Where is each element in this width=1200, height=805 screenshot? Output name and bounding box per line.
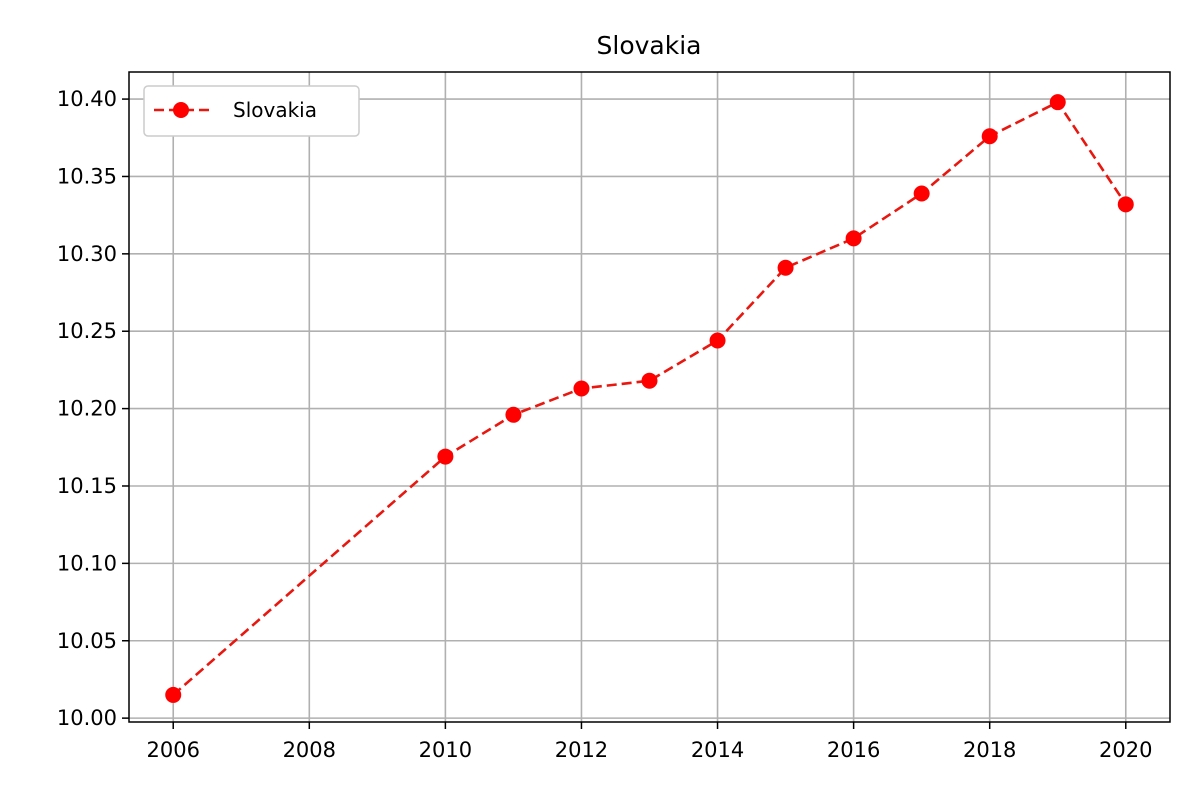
y-tick-label: 10.25 <box>57 319 117 343</box>
x-tick-label: 2014 <box>691 738 744 762</box>
data-point <box>913 185 930 202</box>
data-point <box>1117 196 1134 213</box>
series-line-0 <box>172 100 1127 696</box>
x-tick-label: 2018 <box>963 738 1016 762</box>
y-tick-label: 10.30 <box>57 242 117 266</box>
legend-marker-icon <box>173 102 189 118</box>
chart-title: Slovakia <box>597 31 702 60</box>
data-point <box>505 406 522 423</box>
y-tick-label: 10.35 <box>57 164 117 188</box>
x-axis: 2006 2008 2010 2012 2014 2016 2018 2020 <box>146 722 1153 762</box>
x-tick-label: 2006 <box>146 738 199 762</box>
data-point <box>573 380 590 397</box>
data-point <box>165 686 182 703</box>
series-layer <box>165 94 1134 703</box>
grid <box>129 72 1170 722</box>
y-axis: 10.00 10.05 10.10 10.15 10.20 10.25 10.30 10.35… <box>57 87 129 730</box>
plot-frame <box>128 71 1171 723</box>
y-tick-label: 10.20 <box>57 397 117 421</box>
data-point <box>709 332 726 349</box>
y-tick-label: 10.05 <box>57 629 117 653</box>
x-tick-label: 2016 <box>827 738 880 762</box>
x-tick-label: 2008 <box>283 738 336 762</box>
x-tick-label: 2010 <box>419 738 472 762</box>
legend-box <box>143 85 360 137</box>
legend: Slovakia <box>143 85 360 137</box>
x-tick-label: 2020 <box>1099 738 1152 762</box>
data-point <box>1049 94 1066 111</box>
data-point <box>777 259 794 276</box>
y-tick-label: 10.40 <box>57 87 117 111</box>
x-tick-label: 2012 <box>555 738 608 762</box>
y-tick-label: 10.15 <box>57 474 117 498</box>
y-tick-label: 10.10 <box>57 551 117 575</box>
data-point <box>981 128 998 145</box>
data-point <box>845 230 862 247</box>
y-tick-label: 10.00 <box>57 706 117 730</box>
legend-label: Slovakia <box>233 98 317 122</box>
data-point <box>641 372 658 389</box>
data-point <box>437 448 454 465</box>
